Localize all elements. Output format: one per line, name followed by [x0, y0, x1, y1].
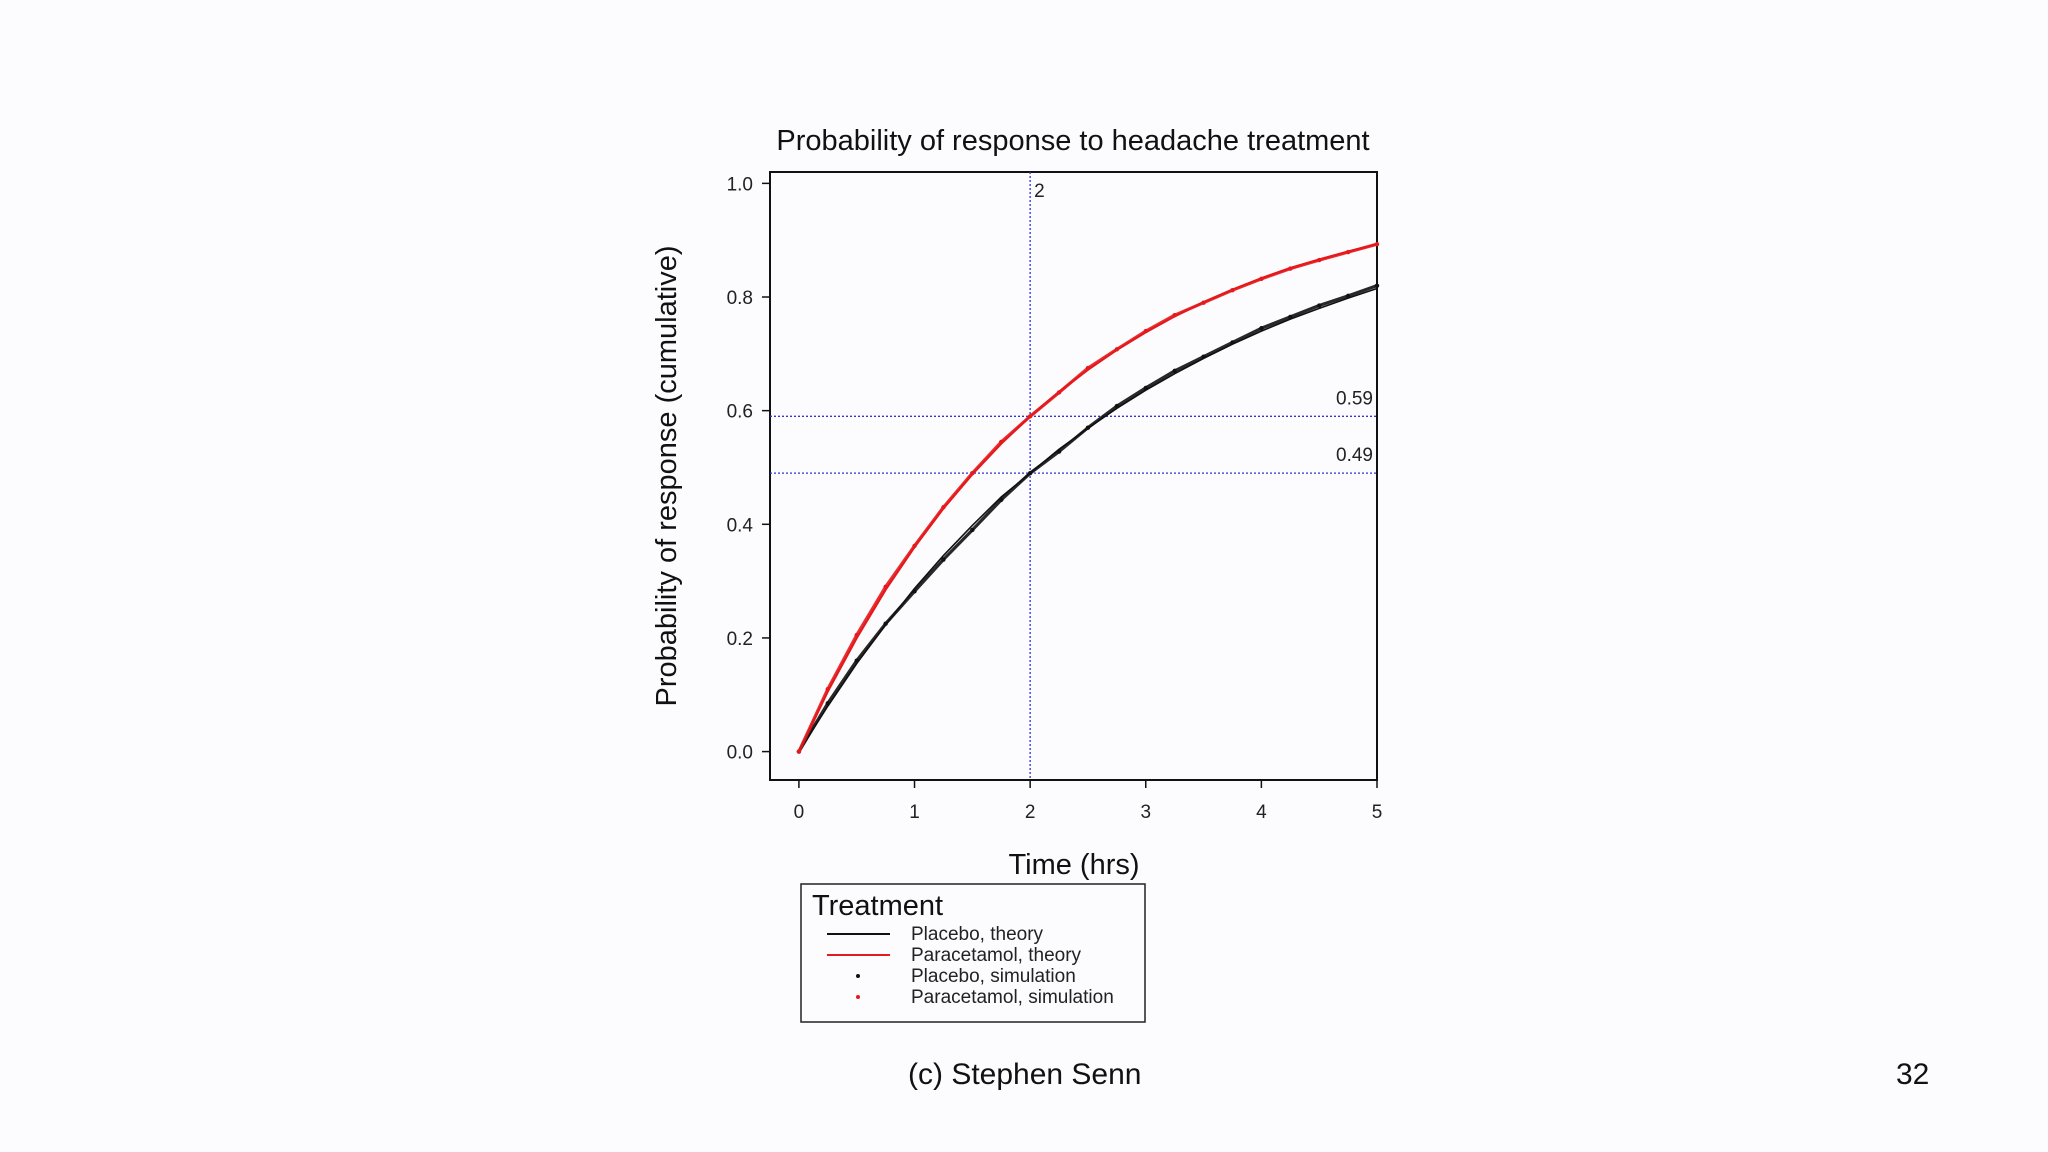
paracetamol-simulation-point: [1172, 312, 1177, 318]
y-tick-label: 0.8: [727, 288, 753, 309]
legend-title: Treatment: [812, 890, 943, 922]
paracetamol-simulation-point: [1374, 241, 1380, 247]
page-number: 32: [1896, 1058, 1930, 1091]
placebo-simulation-point: [1230, 340, 1235, 345]
x-tick-label: 4: [1256, 802, 1267, 823]
paracetamol-theory-line: [797, 243, 1378, 753]
x-tick-label: 3: [1140, 802, 1151, 823]
placebo-theory-line: [798, 287, 1378, 753]
placebo-simulation-point: [854, 658, 859, 663]
paracetamol-simulation-point: [1345, 249, 1351, 255]
paracetamol-simulation-point: [1259, 276, 1264, 282]
x-tick-label: 0: [794, 802, 805, 823]
paracetamol-simulation-point: [941, 505, 946, 510]
paracetamol-simulation-point: [854, 632, 859, 638]
horizontal-reference-label: 0.49: [1336, 445, 1373, 466]
x-tick-label: 5: [1372, 802, 1383, 823]
paracetamol-simulation-point: [1056, 390, 1062, 395]
paracetamol-simulation-point: [912, 543, 917, 549]
placebo-simulation-point: [970, 527, 975, 533]
chart-title: Probability of response to headache trea…: [776, 125, 1369, 157]
placebo-simulation-point: [1085, 425, 1091, 430]
legend-entry-label: Paracetamol, theory: [911, 945, 1082, 966]
placebo-simulation-point: [1288, 314, 1293, 320]
x-axis-label: Time (hrs): [1008, 849, 1139, 881]
placebo-simulation-point: [1345, 293, 1351, 299]
paracetamol-simulation-point: [883, 584, 888, 590]
paracetamol-simulation-point: [1143, 328, 1148, 334]
paracetamol-simulation-point: [825, 686, 831, 692]
placebo-simulation-point: [1374, 283, 1380, 288]
x-tick-label: 2: [1025, 802, 1036, 823]
legend-swatch-point: [856, 995, 860, 999]
paracetamol-simulation-point: [970, 470, 975, 476]
placebo-simulation-point: [912, 589, 917, 594]
placebo-simulation-point: [1056, 449, 1062, 454]
y-tick-label: 1.0: [727, 174, 753, 195]
placebo-simulation-point: [999, 497, 1004, 503]
y-tick-label: 0.2: [727, 629, 753, 650]
y-tick-label: 0.6: [727, 402, 753, 423]
legend-swatch-point: [856, 974, 860, 978]
placebo-simulation-point: [1316, 303, 1322, 308]
y-tick-label: 0.0: [727, 743, 753, 764]
paracetamol-simulation-point: [999, 439, 1004, 445]
vertical-reference-label: 2: [1034, 181, 1045, 202]
placebo-simulation-point: [1201, 354, 1206, 359]
legend-box: [800, 883, 1146, 1023]
placebo-simulation-point: [825, 701, 831, 706]
footer-text: (c) Stephen Senn: [908, 1058, 1142, 1091]
placebo-simulation-trace: [797, 284, 1378, 753]
plot-frame: [769, 171, 1378, 781]
paracetamol-simulation-point: [1085, 365, 1091, 371]
paracetamol-simulation-point: [1230, 287, 1235, 293]
placebo-simulation-point: [1114, 403, 1120, 409]
legend-entry-label: Paracetamol, simulation: [911, 987, 1114, 1008]
placebo-simulation-point: [1027, 470, 1033, 476]
placebo-simulation-point: [1143, 385, 1148, 391]
x-tick-label: 1: [909, 802, 920, 823]
placebo-simulation-point: [1259, 326, 1264, 331]
y-axis-label: Probability of response (cumulative): [651, 246, 683, 707]
paracetamol-simulation-point: [1027, 414, 1033, 419]
paracetamol-simulation-point: [1114, 347, 1120, 352]
paracetamol-simulation-point: [796, 749, 802, 754]
legend-entry-label: Placebo, theory: [911, 924, 1044, 945]
placebo-simulation-point: [883, 621, 888, 626]
legend-entry-label: Placebo, simulation: [911, 966, 1076, 987]
horizontal-reference-label: 0.59: [1336, 388, 1373, 409]
paracetamol-simulation-point: [1316, 257, 1322, 263]
paracetamol-simulation-trace: [797, 242, 1378, 753]
paracetamol-simulation-point: [1288, 266, 1293, 271]
placebo-simulation-point: [1172, 368, 1177, 374]
placebo-simulation-point: [941, 557, 946, 562]
paracetamol-simulation-point: [1201, 300, 1206, 305]
y-tick-label: 0.4: [727, 515, 754, 536]
